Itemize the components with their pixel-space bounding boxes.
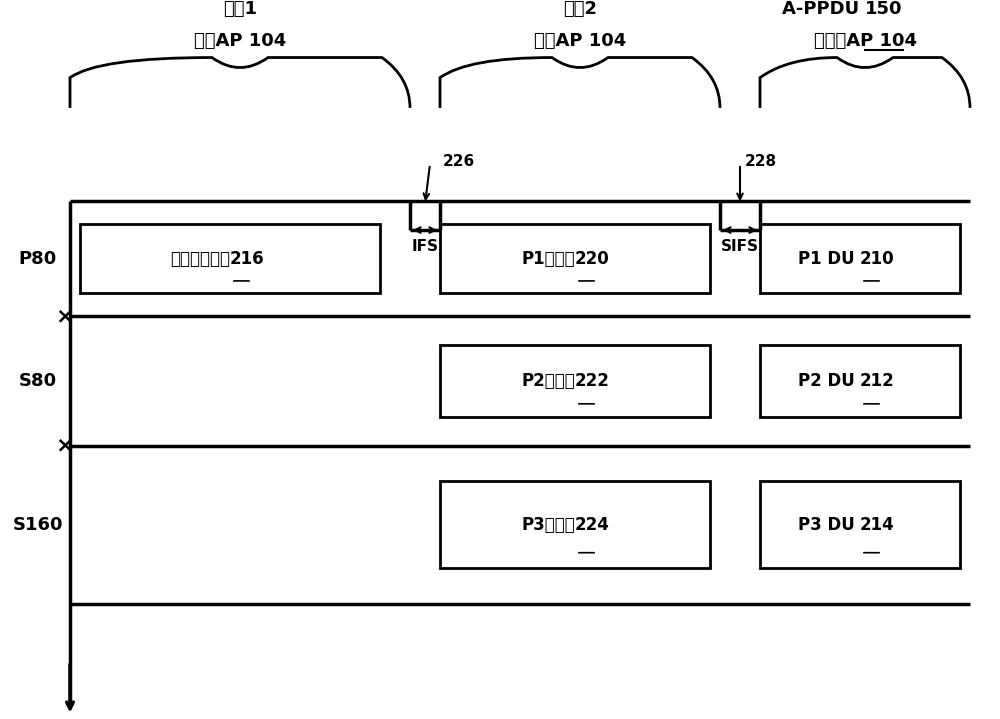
Text: S160: S160	[13, 516, 63, 534]
Text: 消息2: 消息2	[563, 0, 597, 18]
Text: 来自AP 104: 来自AP 104	[534, 32, 626, 50]
Text: 210: 210	[860, 249, 895, 268]
FancyBboxPatch shape	[440, 482, 710, 568]
Text: 驻留信道公告: 驻留信道公告	[170, 249, 230, 268]
Text: 发送到AP 104: 发送到AP 104	[814, 32, 916, 50]
FancyBboxPatch shape	[760, 482, 960, 568]
Text: S80: S80	[19, 372, 57, 390]
Text: IFS: IFS	[412, 239, 438, 255]
Text: ×: ×	[56, 306, 74, 326]
Text: 226: 226	[443, 154, 475, 168]
Text: SIFS: SIFS	[721, 239, 759, 255]
Text: A-PPDU: A-PPDU	[782, 0, 865, 18]
Text: 150: 150	[865, 0, 902, 18]
Text: 来自AP 104: 来自AP 104	[194, 32, 286, 50]
Text: 214: 214	[860, 516, 895, 534]
Text: 228: 228	[745, 154, 777, 168]
Text: P2触发帧: P2触发帧	[521, 372, 575, 390]
FancyBboxPatch shape	[440, 224, 710, 293]
Text: 220: 220	[575, 249, 610, 268]
Text: P1 DU: P1 DU	[798, 249, 860, 268]
Text: 216: 216	[230, 249, 265, 268]
Text: 212: 212	[860, 372, 895, 390]
Text: P80: P80	[19, 249, 57, 268]
FancyBboxPatch shape	[760, 224, 960, 293]
FancyBboxPatch shape	[80, 224, 380, 293]
Text: P3 DU: P3 DU	[798, 516, 860, 534]
Text: P2 DU: P2 DU	[798, 372, 860, 390]
Text: P3触发帧: P3触发帧	[521, 516, 575, 534]
Text: P1触发帧: P1触发帧	[521, 249, 575, 268]
Text: 224: 224	[575, 516, 610, 534]
Text: ×: ×	[56, 436, 74, 456]
Text: 消息1: 消息1	[223, 0, 257, 18]
FancyBboxPatch shape	[760, 346, 960, 417]
FancyBboxPatch shape	[440, 346, 710, 417]
Text: 222: 222	[575, 372, 610, 390]
